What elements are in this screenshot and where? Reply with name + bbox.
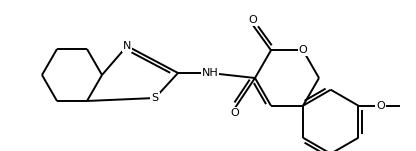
Text: O: O xyxy=(299,45,307,55)
Text: O: O xyxy=(376,101,385,111)
Text: O: O xyxy=(230,108,239,118)
Text: O: O xyxy=(249,15,258,25)
Text: NH: NH xyxy=(202,68,218,78)
Text: N: N xyxy=(123,41,131,51)
Text: S: S xyxy=(151,93,158,103)
